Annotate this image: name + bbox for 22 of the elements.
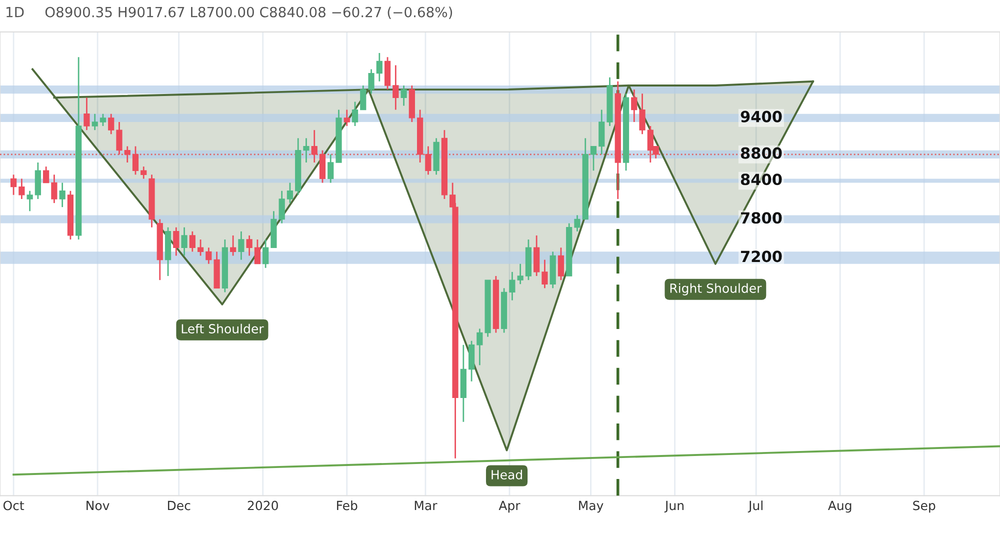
text: 1D xyxy=(6,7,24,18)
x-tick-label: Mar xyxy=(414,500,438,510)
x-tick-label: Oct xyxy=(3,500,24,510)
x-tick-label: Dec xyxy=(168,500,190,510)
x-tick-label: Jun xyxy=(664,500,684,513)
band-label: 7800 xyxy=(741,212,782,224)
x-tick-label: Nov xyxy=(86,500,110,510)
x-tick-label: 2020 xyxy=(248,500,278,510)
band-label: 8800 xyxy=(740,147,782,159)
text: O8900.35 H9017.67 L8700.00 C8840.08 −60.27 (−0.68%) xyxy=(45,6,452,19)
x-tick-label: Sep xyxy=(913,500,936,513)
x-tick-label: Apr xyxy=(498,500,520,513)
x-tick-label: Jul xyxy=(748,500,762,513)
annotation: Head xyxy=(492,470,522,480)
band-label: 7200 xyxy=(741,250,782,262)
band-label: 8400 xyxy=(740,174,782,186)
x-tick-label: Feb xyxy=(337,500,358,510)
annotation: Right Shoulder xyxy=(670,283,762,296)
band-label: 9400 xyxy=(740,110,782,122)
x-tick-label: Aug xyxy=(828,500,852,513)
annotation: Left Shoulder xyxy=(182,324,264,334)
x-tick-label: May xyxy=(579,500,604,513)
